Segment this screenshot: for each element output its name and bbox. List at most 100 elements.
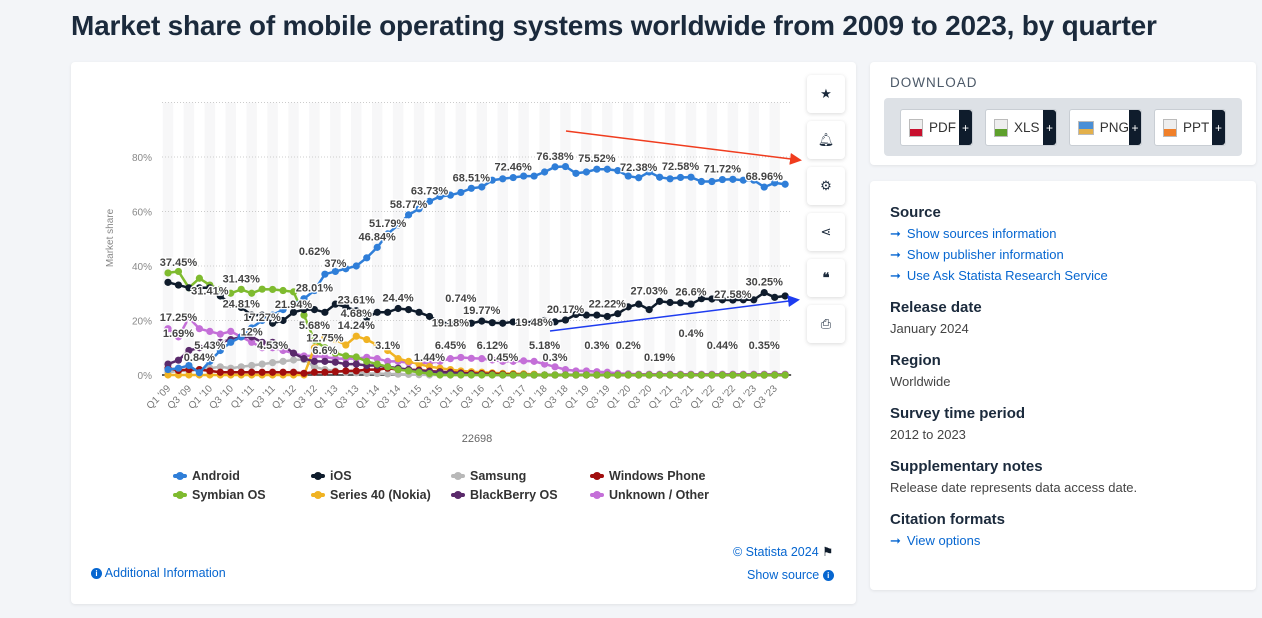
plus-icon[interactable]: + bbox=[1043, 110, 1056, 145]
data-point bbox=[279, 346, 287, 355]
show-sources-link[interactable]: ➞ Show sources information bbox=[890, 224, 1236, 243]
data-point bbox=[216, 330, 224, 338]
data-point bbox=[237, 303, 245, 311]
data-point bbox=[352, 353, 360, 361]
ask-statista-link[interactable]: ➞ Use Ask Statista Research Service bbox=[890, 266, 1236, 285]
data-label: 72.38% bbox=[620, 162, 658, 174]
legend-samsung[interactable]: Samsung bbox=[451, 469, 526, 483]
notification-button[interactable]: 🔔︎ bbox=[807, 121, 845, 159]
data-point bbox=[216, 363, 224, 371]
data-point bbox=[781, 180, 789, 188]
additional-info-link[interactable]: i Additional Information bbox=[91, 566, 226, 580]
data-point bbox=[467, 354, 475, 362]
download-png-button[interactable]: PNG + bbox=[1069, 109, 1142, 146]
data-point bbox=[227, 338, 235, 346]
xls-file-icon bbox=[994, 118, 1008, 137]
data-label: 37.45% bbox=[160, 257, 198, 269]
cite-button[interactable]: ❝ bbox=[807, 259, 845, 297]
download-xls-button[interactable]: XLS + bbox=[985, 109, 1057, 146]
favorite-button[interactable]: ★ bbox=[807, 75, 845, 113]
data-label: 23.61% bbox=[338, 295, 376, 307]
data-point bbox=[446, 355, 455, 363]
data-point bbox=[352, 262, 360, 270]
data-point bbox=[206, 367, 214, 375]
data-point bbox=[237, 285, 245, 293]
show-source-link[interactable]: Show source i bbox=[747, 568, 834, 582]
legend-label: Samsung bbox=[470, 469, 527, 483]
data-point bbox=[227, 368, 235, 376]
data-point bbox=[258, 285, 266, 293]
data-point bbox=[331, 267, 339, 276]
download-ppt-button[interactable]: PPT + bbox=[1154, 109, 1226, 146]
data-point bbox=[656, 173, 664, 181]
data-point bbox=[342, 303, 350, 311]
info-icon: i bbox=[91, 568, 102, 579]
print-button[interactable]: ⎙ bbox=[807, 305, 845, 343]
data-point bbox=[310, 336, 319, 344]
download-pdf-button[interactable]: PDF + bbox=[900, 109, 973, 146]
button-label: PNG bbox=[1099, 120, 1130, 135]
legend-android[interactable]: Android bbox=[173, 469, 240, 483]
view-options-link[interactable]: ➞ View options bbox=[890, 531, 1236, 550]
data-point bbox=[561, 371, 570, 379]
plot-band bbox=[267, 102, 278, 375]
data-point bbox=[185, 371, 193, 379]
settings-button[interactable]: ⚙ bbox=[807, 167, 845, 205]
plus-icon[interactable]: + bbox=[1129, 110, 1141, 145]
survey-period-value: 2012 to 2023 bbox=[890, 427, 966, 442]
legend-blackberry[interactable]: BlackBerry OS bbox=[451, 488, 558, 502]
data-point bbox=[206, 284, 214, 292]
legend-label: iOS bbox=[330, 469, 352, 483]
plus-icon[interactable]: + bbox=[959, 110, 972, 145]
data-point bbox=[174, 267, 183, 276]
data-point bbox=[269, 311, 277, 319]
data-point bbox=[530, 172, 538, 180]
data-point bbox=[310, 363, 319, 371]
copyright-link[interactable]: © Statista 2024 ⚑ bbox=[733, 544, 833, 559]
data-point bbox=[248, 338, 256, 346]
data-label: 0.3% bbox=[584, 340, 609, 352]
data-point bbox=[321, 270, 329, 278]
download-bar: PDF + XLS + PNG + PPT + bbox=[884, 98, 1242, 156]
legend-symbian[interactable]: Symbian OS bbox=[173, 488, 266, 502]
data-point bbox=[582, 311, 590, 319]
data-point bbox=[488, 319, 496, 327]
data-label: 6.6% bbox=[312, 345, 337, 357]
data-point bbox=[446, 371, 455, 379]
data-label: 0.74% bbox=[445, 293, 476, 305]
data-point bbox=[687, 371, 695, 379]
plot-band bbox=[748, 102, 759, 375]
data-point bbox=[603, 371, 611, 379]
data-point bbox=[624, 371, 632, 379]
plot-band bbox=[539, 102, 550, 375]
data-point bbox=[771, 371, 779, 379]
survey-period-heading: Survey time period bbox=[890, 405, 1026, 422]
share-button[interactable]: ⋖ bbox=[807, 213, 845, 251]
legend-other[interactable]: Unknown / Other bbox=[590, 488, 709, 502]
data-point bbox=[258, 338, 266, 346]
data-point bbox=[708, 177, 716, 186]
data-point bbox=[509, 173, 517, 182]
legend-windows-phone[interactable]: Windows Phone bbox=[590, 469, 705, 483]
link-text: View options bbox=[906, 533, 981, 548]
data-point bbox=[300, 306, 308, 314]
show-publisher-link[interactable]: ➞ Show publisher information bbox=[890, 245, 1236, 264]
plot-band bbox=[560, 102, 571, 375]
data-label: 1.69% bbox=[163, 328, 194, 340]
legend-ios[interactable]: iOS bbox=[311, 469, 352, 483]
data-point bbox=[195, 274, 203, 282]
citation-heading: Citation formats bbox=[890, 511, 1006, 528]
legend-series40[interactable]: Series 40 (Nokia) bbox=[311, 488, 431, 502]
data-point bbox=[436, 318, 444, 326]
data-point bbox=[384, 230, 392, 238]
release-date-heading: Release date bbox=[890, 299, 982, 316]
data-point bbox=[248, 368, 256, 376]
data-point bbox=[457, 371, 465, 379]
data-label: 17.27% bbox=[243, 312, 281, 324]
data-point bbox=[363, 254, 371, 262]
arrow-right-icon: ➞ bbox=[890, 268, 901, 283]
release-date-value: January 2024 bbox=[890, 321, 969, 336]
plus-icon[interactable]: + bbox=[1212, 110, 1225, 145]
data-point bbox=[269, 285, 277, 294]
data-point bbox=[248, 333, 256, 341]
